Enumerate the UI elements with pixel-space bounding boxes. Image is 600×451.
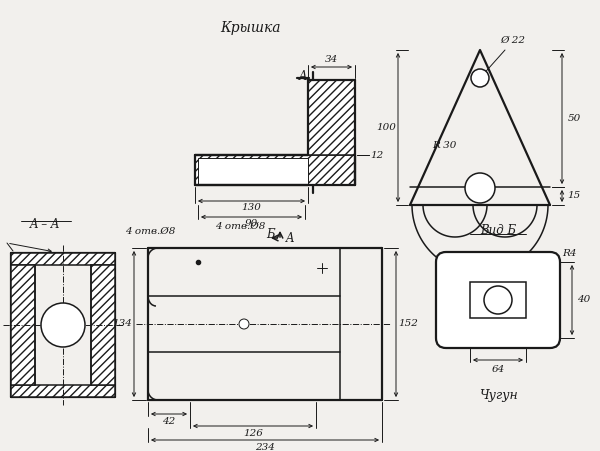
Text: 90: 90 [245,218,258,227]
Text: 34: 34 [325,55,338,64]
Text: 126: 126 [243,429,263,438]
Bar [470,282,526,318]
Circle shape [41,303,85,347]
Text: Б: Б [266,227,275,240]
Circle shape [465,173,495,203]
Text: 134: 134 [112,319,132,328]
Text: 64: 64 [491,365,505,374]
Circle shape [239,319,249,329]
FancyBboxPatch shape [436,252,560,348]
Text: 130: 130 [242,203,262,212]
Text: 4 отв.Ø8: 4 отв.Ø8 [125,226,175,235]
Text: 50: 50 [568,114,581,123]
Text: 234: 234 [255,443,275,451]
Bar [11,253,115,265]
Bar [11,385,115,397]
Bar [308,80,355,155]
Text: A: A [286,231,294,244]
Text: Ø 22: Ø 22 [500,36,525,45]
Text: Чугун: Чугун [479,390,517,402]
Circle shape [484,286,512,314]
Text: R4: R4 [562,249,577,258]
Text: Крышка: Крышка [220,21,280,35]
Bar [91,265,115,385]
Text: 12: 12 [370,151,383,160]
Bar [195,155,355,185]
Text: 42: 42 [163,418,176,427]
Text: 15: 15 [568,192,581,201]
Text: 4 отв.Ø8: 4 отв.Ø8 [215,221,265,230]
Text: R 30: R 30 [432,141,457,149]
Text: A – A: A – A [30,218,60,231]
Text: 40: 40 [577,295,590,304]
Text: A: A [299,69,307,83]
Text: Вид Б: Вид Б [480,224,516,236]
Text: 152: 152 [398,319,418,328]
Circle shape [471,69,489,87]
Bar [11,265,35,385]
Text: 100: 100 [376,123,396,132]
Bar [198,158,308,185]
